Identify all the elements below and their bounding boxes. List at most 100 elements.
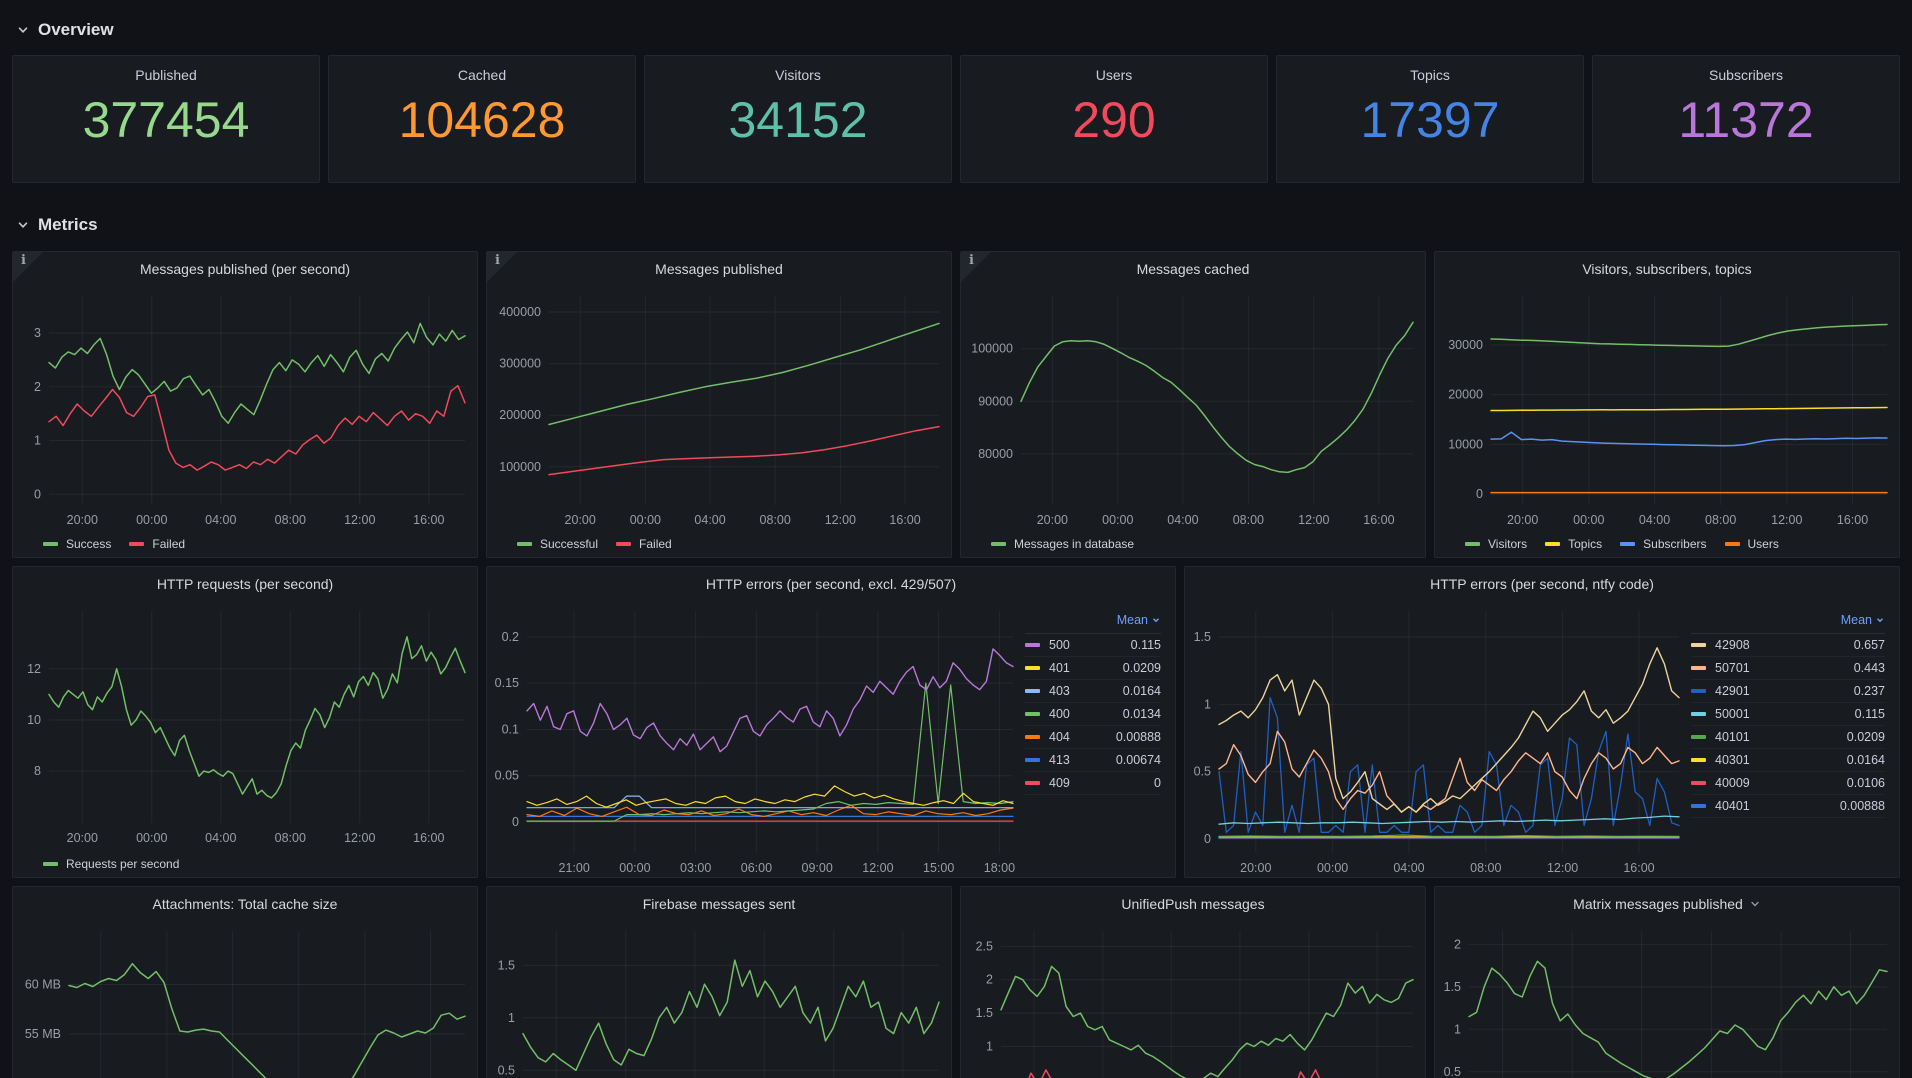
svg-text:2: 2: [1454, 937, 1461, 951]
series-mean-value: 0.00674: [1115, 753, 1161, 767]
section-header-metrics[interactable]: Metrics: [0, 191, 1912, 251]
legend-table-row[interactable]: 500 0.115: [1025, 634, 1161, 657]
legend-table-row[interactable]: 40401 0.00888: [1691, 795, 1885, 818]
stat-value: 377454: [82, 92, 250, 148]
chart-visitors-subscribers-topics[interactable]: 20:00 00:00 04:00 08:00 12:00 16:00 0 10000 2000…: [1435, 286, 1899, 531]
svg-text:3: 3: [34, 326, 41, 340]
stat-panel-visitors: Visitors 34152: [644, 55, 952, 183]
legend-table-row[interactable]: 42908 0.657: [1691, 634, 1885, 657]
svg-text:08:00: 08:00: [1705, 513, 1736, 527]
legend-item[interactable]: Subscribers: [1620, 537, 1707, 551]
legend-table-row[interactable]: 413 0.00674: [1025, 749, 1161, 772]
chart-messages-cached[interactable]: 20:00 00:00 04:00 08:00 12:00 16:00 80000 90000…: [961, 286, 1425, 531]
info-icon[interactable]: i: [487, 252, 517, 282]
series-name: 40009: [1715, 776, 1750, 790]
stat-value: 17397: [1360, 92, 1500, 148]
svg-text:21:00: 21:00: [559, 861, 590, 875]
panel-title[interactable]: Messages published: [655, 261, 783, 277]
panel-title[interactable]: Messages cached: [1136, 261, 1250, 277]
legend-item[interactable]: Topics: [1545, 537, 1602, 551]
legend-table-row[interactable]: 400 0.0134: [1025, 703, 1161, 726]
svg-text:06:00: 06:00: [741, 861, 772, 875]
info-icon[interactable]: i: [13, 252, 43, 282]
legend-item[interactable]: Messages in database: [991, 537, 1134, 551]
svg-text:20:00: 20:00: [565, 513, 596, 527]
legend-item[interactable]: Failed: [129, 537, 185, 551]
panel-attachments-cache-size: Attachments: Total cache size 20:0000:00…: [12, 886, 478, 1078]
legend-table-row[interactable]: 50701 0.443: [1691, 657, 1885, 680]
panel-title[interactable]: Visitors, subscribers, topics: [1582, 261, 1752, 277]
chart-http-requests[interactable]: 20:00 00:00 04:00 08:00 12:00 16:00 8 10 12: [13, 601, 477, 849]
legend-label: Users: [1747, 537, 1779, 551]
svg-text:00:00: 00:00: [619, 861, 650, 875]
series-mean-value: 0.115: [1854, 707, 1885, 721]
legend-table-row[interactable]: 40301 0.0164: [1691, 749, 1885, 772]
series-name: 400: [1049, 707, 1070, 721]
svg-text:80000: 80000: [978, 447, 1013, 461]
chart-http-errors-ntfy[interactable]: 20:00 00:00 04:00 08:00 12:00 16:00 0 0.5 1 1.5: [1185, 601, 1691, 877]
legend-swatch: [1691, 804, 1706, 808]
series-mean-value: 0.237: [1853, 684, 1885, 698]
svg-text:16:00: 16:00: [1837, 513, 1868, 527]
panel-title[interactable]: Firebase messages sent: [642, 896, 796, 912]
legend-table-row[interactable]: 42901 0.237: [1691, 680, 1885, 703]
chart-messages-published-rate[interactable]: 20:00 00:00 04:00 08:00 12:00 16:00 0 1 2 3: [13, 286, 477, 531]
svg-text:04:00: 04:00: [1393, 861, 1424, 875]
stat-title: Cached: [457, 67, 507, 83]
svg-text:12:00: 12:00: [1298, 513, 1329, 527]
panel-title[interactable]: HTTP errors (per second, excl. 429/507): [705, 576, 957, 592]
series-name: 413: [1049, 753, 1070, 767]
chevron-down-icon[interactable]: [1749, 898, 1761, 910]
legend-mean-label: Mean: [1840, 613, 1872, 627]
series-mean-value: 0.0209: [1122, 661, 1161, 675]
panel-title[interactable]: HTTP errors (per second, ntfy code): [1430, 576, 1654, 592]
legend-item[interactable]: Requests per second: [43, 857, 179, 871]
stats-row: Published 377454 Cached 104628 Visitors …: [12, 55, 1900, 183]
stat-panel-cached: Cached 104628: [328, 55, 636, 183]
legend-label: Visitors: [1488, 537, 1528, 551]
panel-title[interactable]: HTTP requests (per second): [156, 576, 334, 592]
panel-title[interactable]: UnifiedPush messages: [1121, 896, 1265, 912]
legend-table-row[interactable]: 50001 0.115: [1691, 703, 1885, 726]
svg-text:1.5: 1.5: [1194, 630, 1211, 644]
legend-item[interactable]: Visitors: [1465, 537, 1527, 551]
legend-swatch: [1724, 542, 1740, 546]
panel-title[interactable]: Messages published (per second): [139, 261, 351, 277]
legend-table-row[interactable]: 409 0: [1025, 772, 1161, 795]
legend-table-row[interactable]: 40101 0.0209: [1691, 726, 1885, 749]
legend-item[interactable]: Failed: [616, 537, 672, 551]
svg-text:0: 0: [1204, 832, 1211, 846]
legend-table-row[interactable]: 404 0.00888: [1025, 726, 1161, 749]
series-mean-value: 0.657: [1853, 638, 1885, 652]
panel-title[interactable]: Matrix messages published: [1435, 887, 1899, 921]
svg-text:09:00: 09:00: [802, 861, 833, 875]
chart-http-errors-excl[interactable]: 21:00 00:00 03:00 06:00 09:00 12:00 15:00 18:00…: [487, 601, 1025, 877]
svg-text:08:00: 08:00: [1470, 861, 1501, 875]
legend-mean-sort-header[interactable]: Mean: [1691, 613, 1885, 634]
legend-table-row[interactable]: 401 0.0209: [1025, 657, 1161, 680]
legend-swatch: [1691, 758, 1706, 762]
panel-title[interactable]: Attachments: Total cache size: [152, 896, 338, 912]
svg-text:0.5: 0.5: [1444, 1065, 1461, 1078]
chart-legend: Visitors Topics Subscribers Users: [1435, 531, 1899, 557]
section-header-overview[interactable]: Overview: [0, 0, 1912, 55]
legend-mean-sort-header[interactable]: Mean: [1025, 613, 1161, 634]
info-icon[interactable]: i: [961, 252, 991, 282]
legend-table: Mean 500 0.115 401 0.0209 403 0.0164 400 0.0134 4…: [1025, 601, 1175, 877]
metrics-row-1: i Messages published (per second) 20:00 0…: [12, 251, 1900, 558]
legend-table-row[interactable]: 40009 0.0106: [1691, 772, 1885, 795]
legend-item[interactable]: Success: [43, 537, 111, 551]
legend-item[interactable]: Users: [1724, 537, 1779, 551]
legend-label: Subscribers: [1643, 537, 1707, 551]
legend-item[interactable]: Successful: [517, 537, 598, 551]
chart-messages-published-total[interactable]: 20:00 00:00 04:00 08:00 12:00 16:00 100000 2000…: [487, 286, 951, 531]
legend-swatch: [1025, 781, 1040, 785]
svg-text:100000: 100000: [971, 342, 1013, 356]
svg-text:08:00: 08:00: [275, 831, 306, 845]
chevron-down-icon: [16, 23, 30, 37]
legend-table-row[interactable]: 403 0.0164: [1025, 680, 1161, 703]
